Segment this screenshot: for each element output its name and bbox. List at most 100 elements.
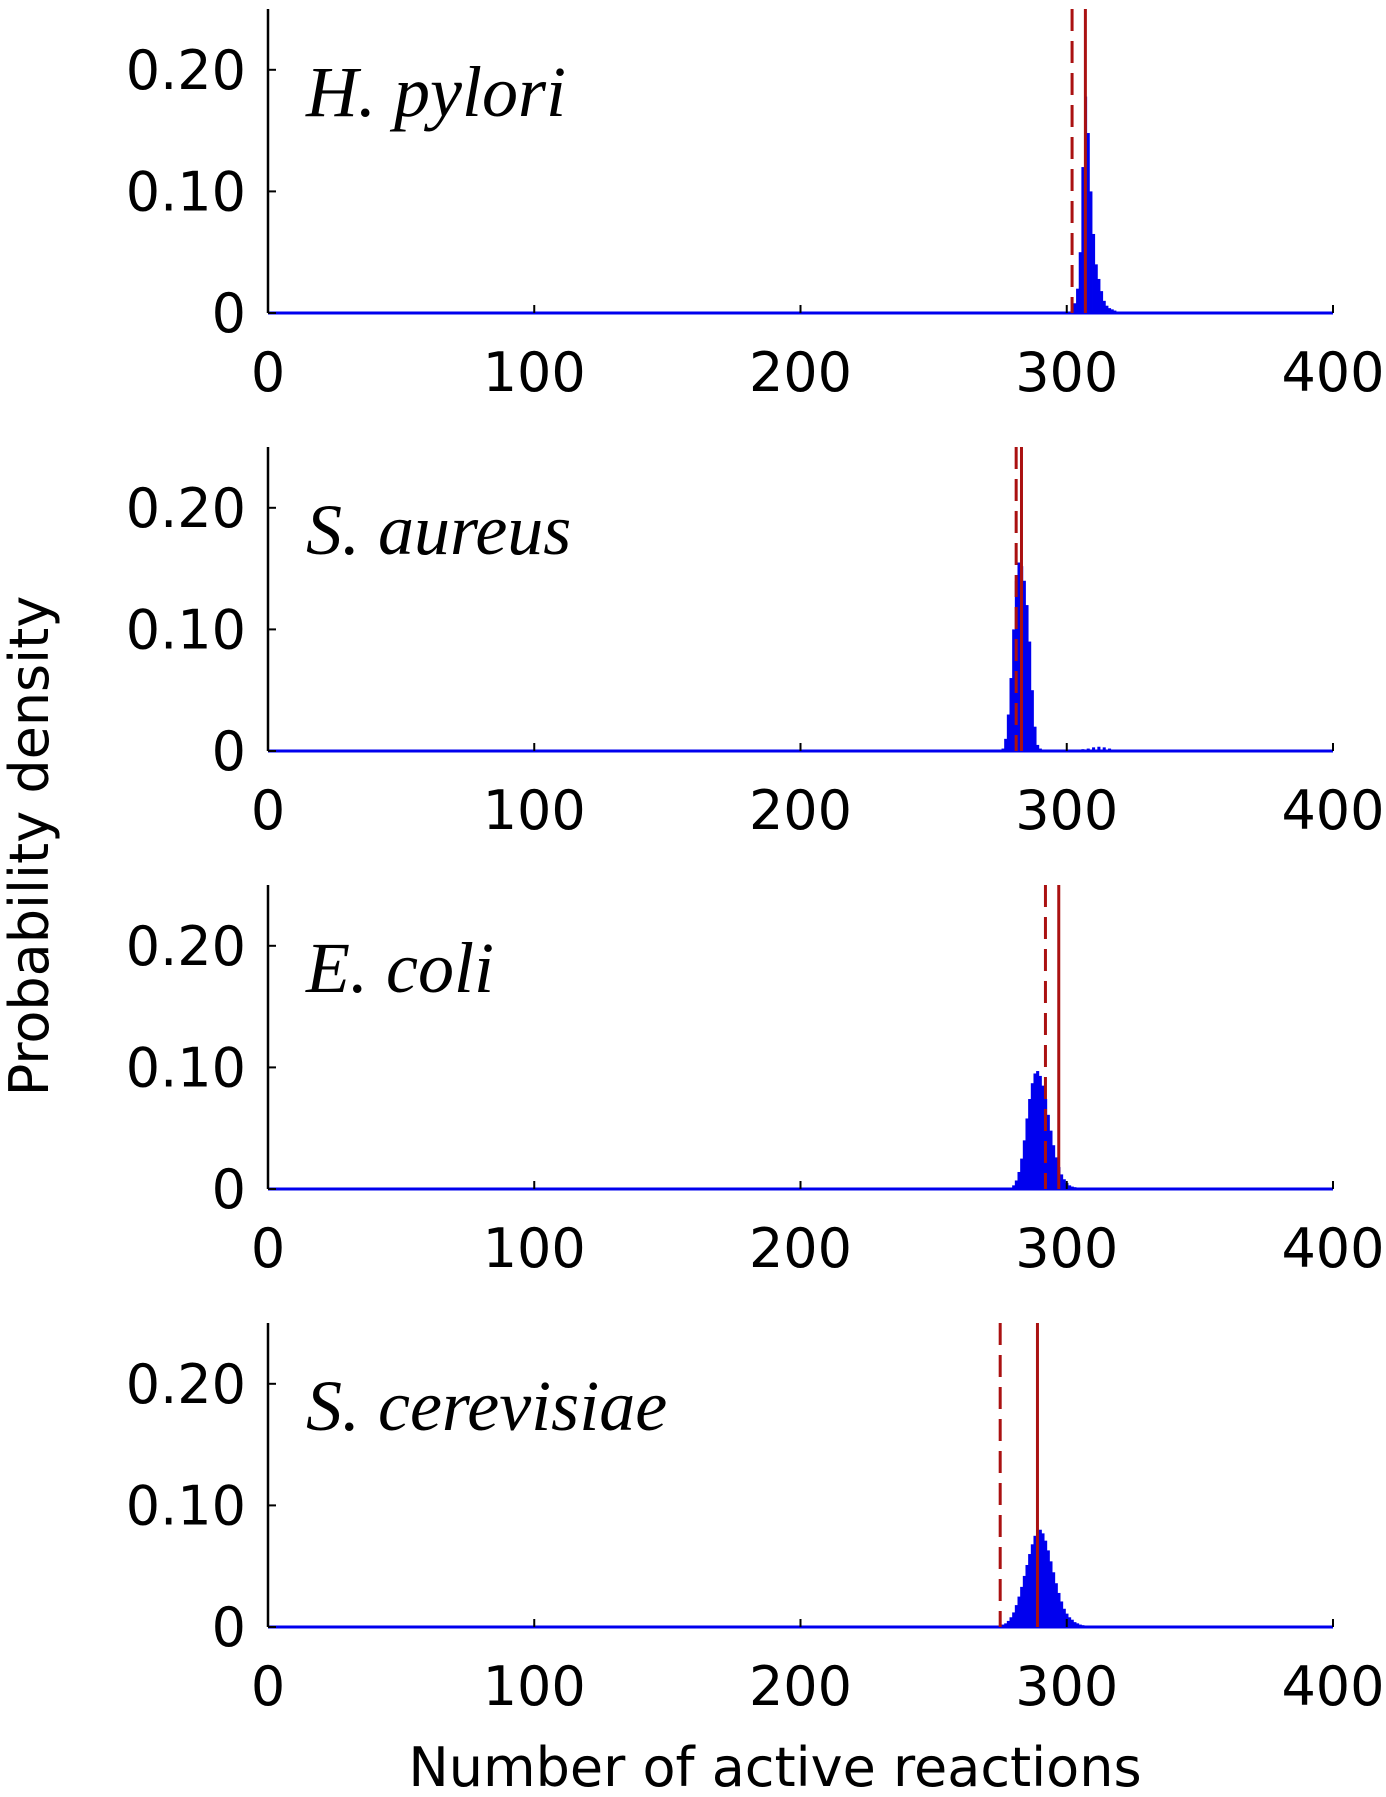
histogram-bar bbox=[1004, 1623, 1008, 1627]
histogram-bar bbox=[1073, 1622, 1077, 1627]
histogram-bar bbox=[1054, 1157, 1058, 1189]
y-tick-label: 0 bbox=[212, 1596, 246, 1659]
histogram-bar bbox=[1041, 1085, 1045, 1189]
x-tick-label: 400 bbox=[1281, 1217, 1384, 1280]
histogram-bar bbox=[1046, 1114, 1050, 1189]
histogram-bar bbox=[1078, 252, 1082, 313]
histogram-bar bbox=[1012, 629, 1016, 751]
histogram-bar bbox=[1046, 1550, 1050, 1627]
histogram-bar bbox=[1108, 308, 1112, 313]
histogram-bar bbox=[1092, 233, 1096, 313]
histogram-bar bbox=[1033, 1073, 1037, 1189]
histogram-bar bbox=[1014, 1180, 1018, 1189]
panel-label: E. coli bbox=[305, 928, 494, 1008]
x-tick-label: 0 bbox=[251, 779, 285, 842]
histogram-bar bbox=[1017, 562, 1021, 751]
y-tick-label: 0 bbox=[212, 1158, 246, 1221]
histogram-bar bbox=[1049, 1130, 1053, 1189]
x-tick-label: 200 bbox=[749, 1217, 852, 1280]
histogram-bar bbox=[1044, 1540, 1048, 1627]
x-tick-label: 300 bbox=[1015, 1655, 1118, 1718]
histogram-bar bbox=[1097, 278, 1101, 313]
histogram-bar bbox=[1022, 580, 1026, 751]
histogram-bar bbox=[1097, 746, 1101, 751]
histogram-bar bbox=[1030, 1544, 1034, 1627]
histogram-bar bbox=[1022, 1575, 1026, 1627]
histogram-bar bbox=[1014, 1605, 1018, 1627]
x-tick-label: 400 bbox=[1281, 1655, 1384, 1718]
histogram-bar bbox=[1038, 1075, 1042, 1189]
histogram-bar bbox=[1025, 1564, 1029, 1627]
x-tick-label: 0 bbox=[251, 1217, 285, 1280]
histogram-bar bbox=[1094, 264, 1098, 313]
x-axis-title: Number of active reactions bbox=[408, 1736, 1141, 1797]
histogram-bar bbox=[1036, 1071, 1040, 1189]
histogram-bar bbox=[1081, 167, 1085, 313]
histogram-bar bbox=[1086, 133, 1090, 313]
histogram-bar bbox=[1014, 580, 1018, 751]
histogram-bar bbox=[1028, 1554, 1032, 1627]
histogram-bar bbox=[1100, 291, 1104, 313]
histogram-bar bbox=[1105, 305, 1109, 313]
histogram-bar bbox=[1025, 605, 1029, 751]
histogram-bar bbox=[1060, 1174, 1064, 1189]
histogram-bar bbox=[1017, 1596, 1021, 1627]
x-tick-label: 300 bbox=[1015, 1217, 1118, 1280]
histogram-bar bbox=[1012, 1185, 1016, 1189]
y-tick-label: 0.20 bbox=[126, 915, 246, 978]
histogram-bar bbox=[1025, 1118, 1029, 1189]
histogram-bar bbox=[1033, 726, 1037, 751]
x-tick-label: 100 bbox=[483, 1217, 586, 1280]
histogram-bar bbox=[1006, 1620, 1010, 1627]
x-tick-label: 200 bbox=[749, 779, 852, 842]
histogram-bar bbox=[1028, 1099, 1032, 1189]
histogram-bar bbox=[1076, 1623, 1080, 1627]
y-tick-label: 0.10 bbox=[126, 1036, 246, 1099]
panel: 0 100 200 300 400 0 0.10 0.20 S. cerevisiae bbox=[126, 1323, 1385, 1718]
y-tick-label: 0.20 bbox=[126, 1353, 246, 1416]
histogram-bar bbox=[1022, 1140, 1026, 1189]
histogram-bar bbox=[1009, 1617, 1013, 1627]
y-tick-label: 0.10 bbox=[126, 1474, 246, 1537]
histogram-bar bbox=[1006, 714, 1010, 751]
histogram-bar bbox=[1038, 1529, 1042, 1627]
histogram-bar bbox=[1049, 1561, 1053, 1627]
histogram-bar bbox=[1030, 690, 1034, 751]
y-tick-label: 0.10 bbox=[126, 598, 246, 661]
panel-label: H. pylori bbox=[305, 52, 566, 132]
x-tick-label: 200 bbox=[749, 1655, 852, 1718]
x-tick-label: 0 bbox=[251, 1655, 285, 1718]
y-tick-label: 0 bbox=[212, 282, 246, 345]
x-tick-label: 100 bbox=[483, 779, 586, 842]
x-tick-label: 300 bbox=[1015, 341, 1118, 404]
histogram-bar bbox=[1068, 1617, 1072, 1627]
histogram-bar bbox=[1054, 1583, 1058, 1627]
x-tick-label: 0 bbox=[251, 341, 285, 404]
histogram-bar bbox=[1076, 288, 1080, 313]
histogram-bar bbox=[1012, 1612, 1016, 1627]
histogram-bar bbox=[1089, 191, 1093, 313]
histogram-bar bbox=[1110, 309, 1114, 313]
panels: 0 100 200 300 400 0 0.10 0.20 H. pylori 0 100 200 30… bbox=[126, 9, 1385, 1718]
histogram-bar bbox=[1033, 1535, 1037, 1627]
histogram-bar bbox=[1062, 1179, 1066, 1189]
histogram-bar bbox=[1004, 738, 1008, 751]
panel-label: S. aureus bbox=[306, 490, 571, 570]
histogram-bar bbox=[1009, 678, 1013, 751]
histogram-bar bbox=[1020, 1586, 1024, 1627]
x-tick-label: 100 bbox=[483, 1655, 586, 1718]
panel: 0 100 200 300 400 0 0.10 0.20 E. coli bbox=[126, 885, 1385, 1280]
y-tick-label: 0.20 bbox=[126, 39, 246, 102]
histogram-bar bbox=[1102, 300, 1106, 313]
histogram-bar bbox=[1062, 1608, 1066, 1627]
histogram-bar bbox=[1102, 747, 1106, 751]
panel: 0 100 200 300 400 0 0.10 0.20 S. aureus bbox=[126, 447, 1385, 842]
histogram-bar bbox=[1060, 1601, 1064, 1627]
panel-label: S. cerevisiae bbox=[306, 1366, 667, 1446]
histogram-bar bbox=[1028, 641, 1032, 751]
x-tick-label: 400 bbox=[1281, 341, 1384, 404]
y-tick-label: 0.10 bbox=[126, 160, 246, 223]
histogram-bar bbox=[1068, 1185, 1072, 1189]
histogram-bar bbox=[1030, 1083, 1034, 1189]
